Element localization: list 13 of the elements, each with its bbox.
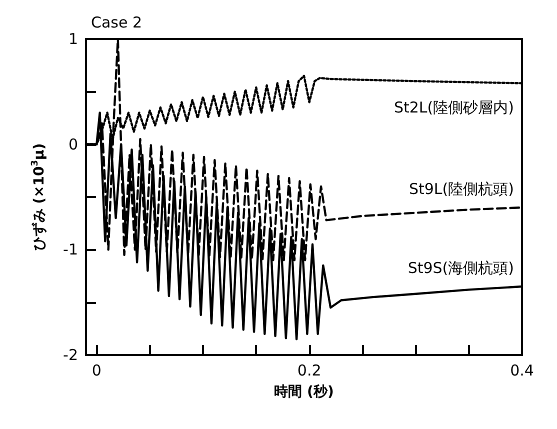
x-axis-title: 時間 (秒) xyxy=(274,384,334,400)
chart-title: Case 2 xyxy=(91,14,142,32)
x-tick-label: 0 xyxy=(92,362,102,380)
series-label: St9L(陸側杭頭) xyxy=(408,180,514,198)
x-tick-label: 0.4 xyxy=(510,362,534,380)
series-label: St9S(海側杭頭) xyxy=(408,259,514,278)
x-tick-label: 0.2 xyxy=(297,362,322,380)
y-tick-label: -2 xyxy=(63,346,78,364)
y-tick-label: -1 xyxy=(63,240,78,259)
y-axis-title: ひずみ (×103μ) xyxy=(30,143,48,251)
y-tick-label: 1 xyxy=(68,30,78,48)
y-tick-label: 0 xyxy=(68,135,78,154)
series-label: St2L(陸側砂層内) xyxy=(394,98,514,117)
